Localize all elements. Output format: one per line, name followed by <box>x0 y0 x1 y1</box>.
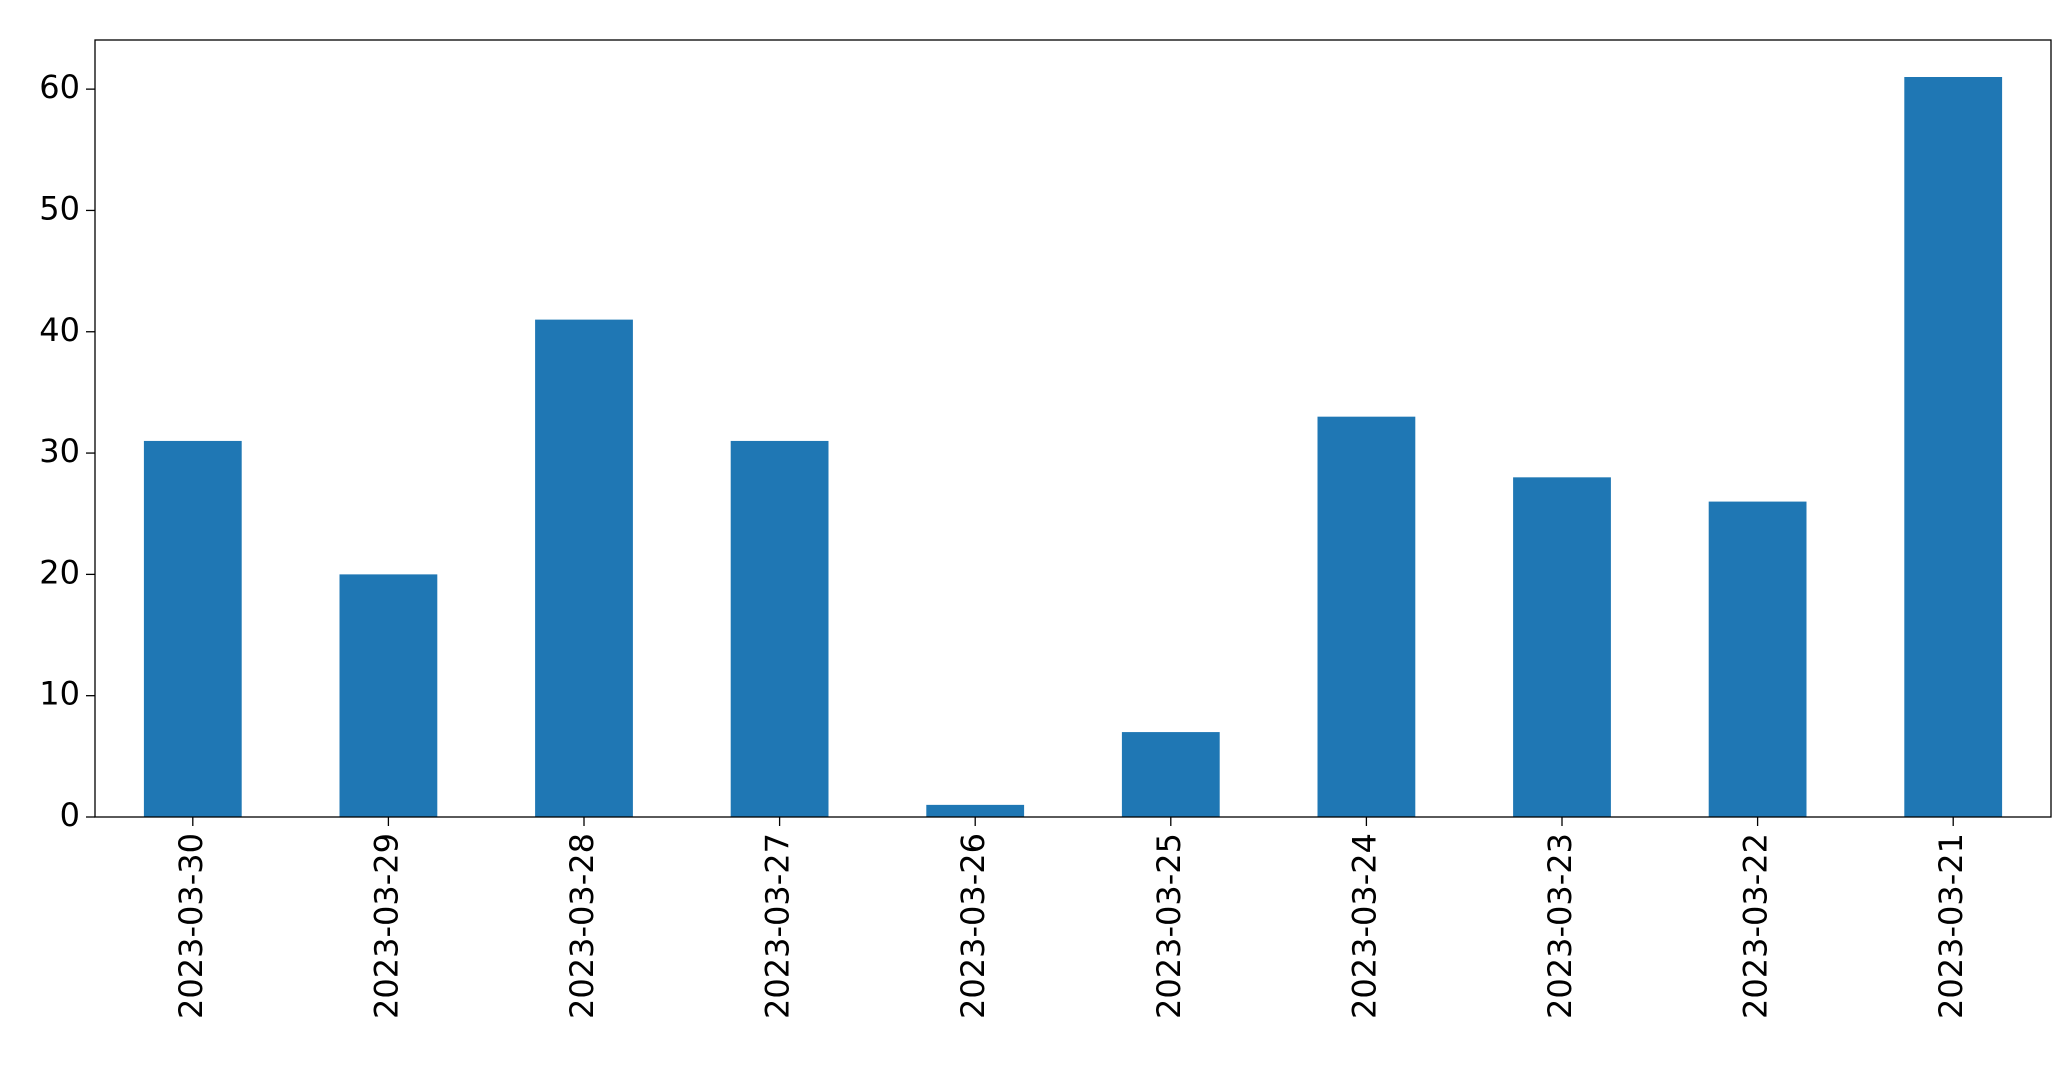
y-tick-label: 30 <box>39 432 80 470</box>
bar <box>143 440 242 817</box>
x-tick-label: 2023-03-27 <box>759 833 797 1019</box>
bar <box>926 804 1025 817</box>
x-tick-label: 2023-03-21 <box>1932 833 1970 1019</box>
x-tick-label: 2023-03-25 <box>1150 833 1188 1019</box>
plot-frame <box>94 39 2052 818</box>
x-tick-label: 2023-03-30 <box>172 833 210 1019</box>
x-tick-label: 2023-03-28 <box>563 833 601 1019</box>
y-tick-label: 20 <box>39 553 80 591</box>
x-tick-label: 2023-03-24 <box>1345 833 1383 1019</box>
bar <box>535 319 633 817</box>
bar <box>1904 77 2003 817</box>
y-tick-label: 40 <box>39 311 80 349</box>
y-tick-label: 0 <box>60 796 80 834</box>
bar <box>1317 416 1416 817</box>
bar <box>1708 501 1807 817</box>
bar <box>1121 732 1220 817</box>
y-tick-label: 50 <box>39 189 80 227</box>
y-tick-label: 10 <box>39 675 80 713</box>
x-tick-label: 2023-03-26 <box>954 833 992 1019</box>
x-tick-label: 2023-03-29 <box>367 833 405 1019</box>
bar <box>1513 477 1611 817</box>
bar <box>730 440 829 817</box>
bar <box>339 574 438 817</box>
x-tick-label: 2023-03-22 <box>1737 833 1775 1019</box>
y-tick-label: 60 <box>39 68 80 106</box>
x-tick-label: 2023-03-23 <box>1541 833 1579 1019</box>
